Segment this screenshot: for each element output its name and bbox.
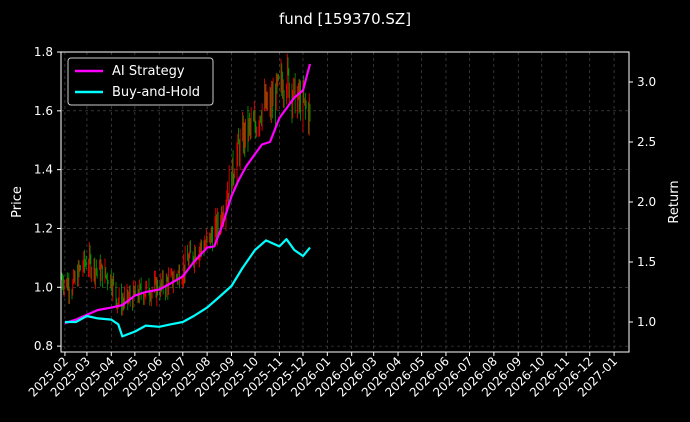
ai-strategy-line: [64, 63, 312, 325]
left-tick-label: 1.6: [34, 104, 53, 118]
right-tick-label: 3.0: [637, 75, 656, 89]
legend-box: [67, 57, 214, 106]
left-y-ticks: 0.8 1.0 1.2 1.4 1.6 1.8: [34, 45, 61, 353]
left-tick-label: 1.8: [34, 45, 53, 59]
left-tick-label: 1.4: [34, 163, 53, 177]
left-tick-label: 1.0: [34, 280, 53, 294]
x-ticks: 2025-022025-032025-042025-052025-062025-…: [26, 352, 620, 400]
left-tick-label: 0.8: [34, 339, 53, 353]
right-axis-label: Return: [667, 180, 682, 223]
right-tick-label: 2.0: [637, 195, 656, 209]
right-tick-label: 1.0: [637, 315, 656, 329]
return-lines: [64, 63, 312, 338]
right-tick-label: 1.5: [637, 255, 656, 269]
chart-title: fund [159370.SZ]: [279, 10, 411, 28]
buy-and-hold-line: [64, 238, 311, 338]
legend: AI Strategy Buy-and-Hold: [67, 57, 214, 106]
left-tick-label: 1.2: [34, 221, 53, 235]
left-axis-label: Price: [10, 186, 25, 218]
price-candles: [61, 53, 311, 316]
legend-label-buy-and-hold: Buy-and-Hold: [112, 85, 200, 100]
right-y-ticks: 1.0 1.5 2.0 2.5 3.0: [629, 75, 656, 329]
grid: [61, 51, 629, 352]
legend-label-ai-strategy: AI Strategy: [112, 64, 185, 79]
right-tick-label: 2.5: [637, 135, 656, 149]
